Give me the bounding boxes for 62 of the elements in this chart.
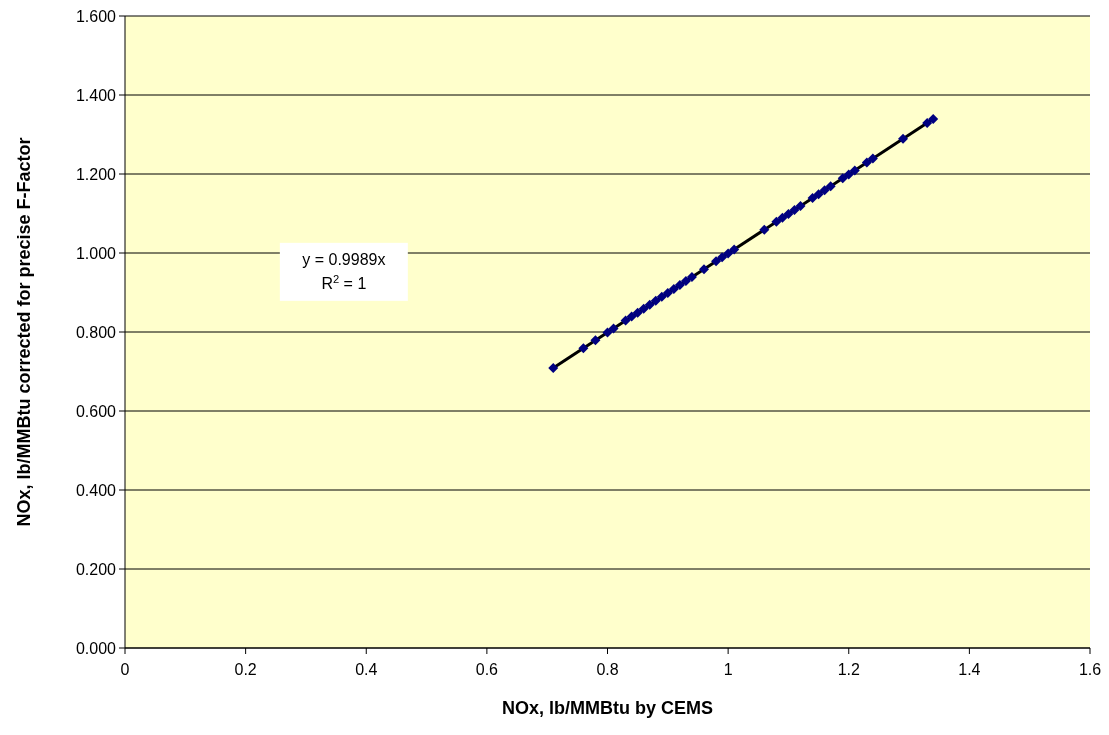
point	[928, 114, 939, 125]
point	[578, 343, 589, 354]
point	[843, 169, 854, 180]
point	[699, 264, 709, 275]
point	[662, 287, 673, 298]
x-tick-label: 1.2	[837, 661, 860, 678]
annotation: R$^{2}$ = 1	[321, 272, 367, 292]
point	[861, 157, 872, 168]
point	[819, 185, 830, 196]
point	[723, 248, 734, 259]
point	[711, 256, 722, 267]
point	[656, 291, 667, 302]
point	[807, 193, 818, 204]
y-tick-label: 0.800	[75, 323, 117, 341]
point	[650, 295, 661, 306]
point	[849, 165, 860, 176]
point	[922, 118, 933, 129]
point	[898, 133, 909, 144]
x-axis-title: NOx, lb/MMBtu by CEMS	[502, 698, 713, 718]
x-tick-label: 0.8	[596, 661, 619, 678]
y-tick-label: 0.200	[75, 560, 117, 578]
x-tick-label: 1.6	[1078, 661, 1102, 678]
point	[668, 283, 679, 294]
y-axis-title: NOx, lb/MMBtu corrected for precise F-Factor	[14, 137, 34, 527]
y-tick-label: 1.000	[75, 244, 117, 262]
point	[686, 272, 697, 283]
point	[680, 276, 691, 287]
x-tick-label: 0	[120, 661, 130, 678]
point	[777, 212, 788, 223]
x-tick-label: 1.4	[958, 661, 981, 678]
point	[590, 335, 601, 346]
point	[795, 201, 806, 211]
point	[638, 303, 649, 314]
point	[674, 280, 685, 290]
point	[789, 204, 800, 215]
point	[608, 323, 619, 334]
point	[548, 362, 559, 373]
point	[729, 244, 740, 255]
point	[825, 181, 836, 192]
y-tick-label: 1.400	[75, 86, 117, 104]
point	[602, 327, 613, 338]
point	[644, 299, 655, 310]
point	[626, 311, 637, 322]
y-tick-label: 0.400	[75, 481, 117, 499]
x-tick-label: 0.6	[475, 661, 499, 678]
point	[783, 208, 794, 219]
y-tick-label: 0.000	[75, 639, 117, 657]
y-tick-label: 1.600	[75, 7, 117, 25]
point	[620, 315, 631, 326]
y-tick-label: 0.600	[75, 402, 117, 420]
point	[759, 224, 770, 235]
x-tick-label: 0.2	[234, 661, 257, 678]
annotation: y = 0.9989x	[302, 250, 386, 268]
point	[837, 173, 848, 184]
point	[867, 153, 878, 164]
point	[717, 252, 728, 263]
y-tick-label: 1.200	[75, 165, 117, 183]
x-tick-label: 1	[723, 661, 733, 678]
x-tick-label: 0.4	[355, 661, 378, 678]
point	[771, 216, 782, 227]
point	[813, 189, 824, 200]
point	[632, 307, 643, 318]
